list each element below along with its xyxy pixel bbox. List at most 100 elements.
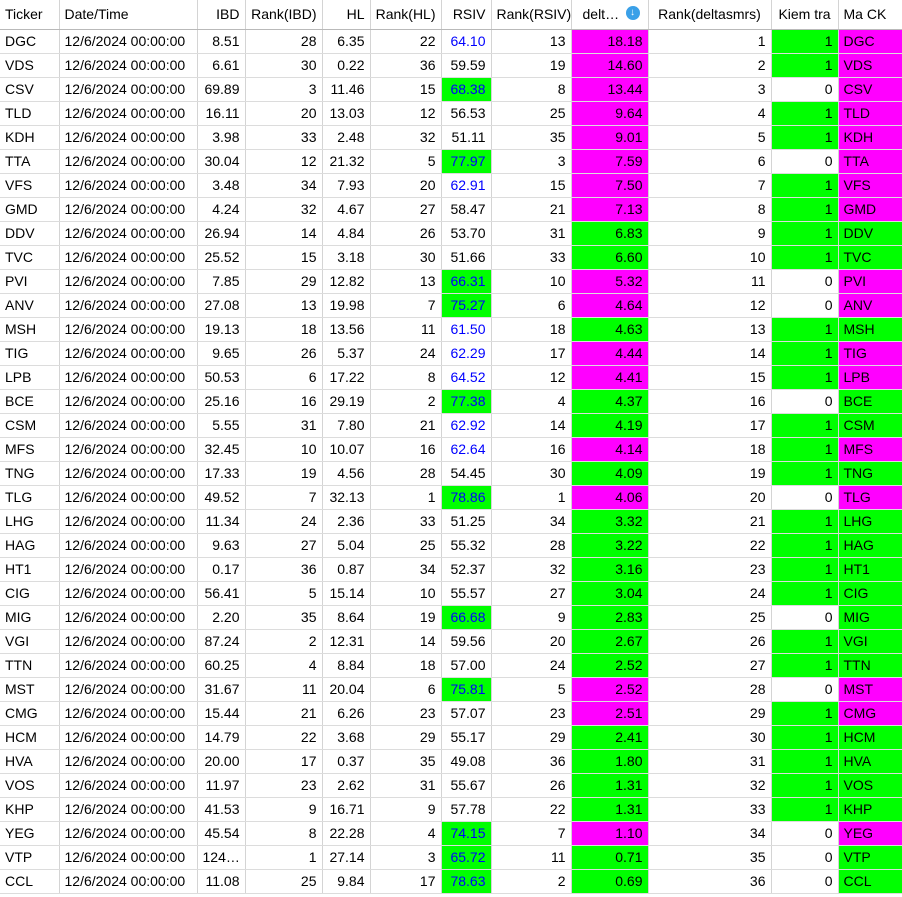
cell-rank-hl[interactable]: 30: [370, 245, 442, 270]
cell-deltasmrs[interactable]: 4.14: [571, 437, 649, 462]
cell-hl[interactable]: 27.14: [322, 845, 371, 870]
cell-ibd[interactable]: 25.16: [197, 389, 246, 414]
cell-hl[interactable]: 11.46: [322, 77, 371, 102]
table-row[interactable]: TTN 12/6/2024 00:00:00 60.25 4 8.84 18 57.00 24…: [0, 653, 902, 678]
cell-deltasmrs[interactable]: 0.69: [571, 869, 649, 894]
cell-rank-rsiv[interactable]: 36: [491, 749, 572, 774]
cell-rank-deltasmrs[interactable]: 4: [648, 101, 772, 126]
cell-ticker[interactable]: HVA: [0, 749, 60, 774]
table-row[interactable]: TTA 12/6/2024 00:00:00 30.04 12 21.32 5 77.97 3…: [0, 149, 902, 174]
cell-hl[interactable]: 3.68: [322, 725, 371, 750]
col-header-rank-hl[interactable]: Rank(HL): [370, 0, 442, 30]
cell-rank-deltasmrs[interactable]: 12: [648, 293, 772, 318]
cell-kiem-tra[interactable]: 1: [771, 557, 839, 582]
cell-rank-deltasmrs[interactable]: 20: [648, 485, 772, 510]
cell-rsiv[interactable]: 57.78: [441, 797, 492, 822]
col-header-rank-ibd[interactable]: Rank(IBD): [245, 0, 323, 30]
cell-rsiv[interactable]: 58.47: [441, 197, 492, 222]
cell-rank-rsiv[interactable]: 13: [491, 29, 572, 54]
cell-ma-ck[interactable]: TLD: [838, 101, 902, 126]
table-row[interactable]: CIG 12/6/2024 00:00:00 56.41 5 15.14 10 55.57 2…: [0, 581, 902, 606]
table-row[interactable]: DDV 12/6/2024 00:00:00 26.94 14 4.84 26 53.70 3…: [0, 221, 902, 246]
cell-ibd[interactable]: 56.41: [197, 581, 246, 606]
cell-deltasmrs[interactable]: 1.31: [571, 773, 649, 798]
cell-ma-ck[interactable]: HT1: [838, 557, 902, 582]
cell-ma-ck[interactable]: YEG: [838, 821, 902, 846]
cell-rank-deltasmrs[interactable]: 15: [648, 365, 772, 390]
cell-ma-ck[interactable]: GMD: [838, 197, 902, 222]
col-header-deltasmrs[interactable]: delt… ↓: [571, 0, 649, 30]
cell-ibd[interactable]: 2.20: [197, 605, 246, 630]
cell-rank-rsiv[interactable]: 2: [491, 869, 572, 894]
cell-kiem-tra[interactable]: 0: [771, 485, 839, 510]
cell-hl[interactable]: 13.56: [322, 317, 371, 342]
cell-ma-ck[interactable]: HCM: [838, 725, 902, 750]
cell-rank-hl[interactable]: 34: [370, 557, 442, 582]
cell-ma-ck[interactable]: MFS: [838, 437, 902, 462]
cell-hl[interactable]: 12.31: [322, 629, 371, 654]
table-row[interactable]: BCE 12/6/2024 00:00:00 25.16 16 29.19 2 77.38 4…: [0, 389, 902, 414]
cell-ibd[interactable]: 17.33: [197, 461, 246, 486]
cell-ibd[interactable]: 3.48: [197, 173, 246, 198]
cell-deltasmrs[interactable]: 6.60: [571, 245, 649, 270]
table-row[interactable]: VFS 12/6/2024 00:00:00 3.48 34 7.93 20 62.91 15…: [0, 173, 902, 198]
cell-rank-hl[interactable]: 31: [370, 773, 442, 798]
cell-ticker[interactable]: TTN: [0, 653, 60, 678]
cell-kiem-tra[interactable]: 1: [771, 629, 839, 654]
col-header-ma-ck[interactable]: Ma CK: [838, 0, 902, 30]
cell-ticker[interactable]: BCE: [0, 389, 60, 414]
cell-rank-deltasmrs[interactable]: 16: [648, 389, 772, 414]
cell-rank-deltasmrs[interactable]: 9: [648, 221, 772, 246]
cell-ticker[interactable]: YEG: [0, 821, 60, 846]
cell-rsiv[interactable]: 74.15: [441, 821, 492, 846]
cell-rank-rsiv[interactable]: 26: [491, 773, 572, 798]
cell-hl[interactable]: 21.32: [322, 149, 371, 174]
cell-kiem-tra[interactable]: 1: [771, 749, 839, 774]
table-row[interactable]: TIG 12/6/2024 00:00:00 9.65 26 5.37 24 62.29 17…: [0, 341, 902, 366]
cell-ticker[interactable]: CCL: [0, 869, 60, 894]
cell-datetime[interactable]: 12/6/2024 00:00:00: [59, 293, 198, 318]
cell-rsiv[interactable]: 65.72: [441, 845, 492, 870]
cell-rsiv[interactable]: 78.63: [441, 869, 492, 894]
cell-ticker[interactable]: HCM: [0, 725, 60, 750]
cell-rsiv[interactable]: 55.17: [441, 725, 492, 750]
table-row[interactable]: VTP 12/6/2024 00:00:00 124… 1 27.14 3 65.72 11 0…: [0, 845, 902, 870]
cell-rank-deltasmrs[interactable]: 10: [648, 245, 772, 270]
cell-ticker[interactable]: ANV: [0, 293, 60, 318]
cell-rank-ibd[interactable]: 7: [245, 485, 323, 510]
cell-hl[interactable]: 16.71: [322, 797, 371, 822]
cell-kiem-tra[interactable]: 1: [771, 53, 839, 78]
cell-kiem-tra[interactable]: 1: [771, 413, 839, 438]
cell-datetime[interactable]: 12/6/2024 00:00:00: [59, 125, 198, 150]
cell-kiem-tra[interactable]: 1: [771, 773, 839, 798]
cell-rank-hl[interactable]: 26: [370, 221, 442, 246]
cell-datetime[interactable]: 12/6/2024 00:00:00: [59, 485, 198, 510]
cell-rank-deltasmrs[interactable]: 36: [648, 869, 772, 894]
table-row[interactable]: KDH 12/6/2024 00:00:00 3.98 33 2.48 32 51.11 35…: [0, 125, 902, 150]
cell-rank-rsiv[interactable]: 33: [491, 245, 572, 270]
cell-rsiv[interactable]: 68.38: [441, 77, 492, 102]
cell-deltasmrs[interactable]: 2.52: [571, 653, 649, 678]
cell-ticker[interactable]: VTP: [0, 845, 60, 870]
col-header-ibd[interactable]: IBD: [197, 0, 246, 30]
cell-rank-hl[interactable]: 20: [370, 173, 442, 198]
cell-kiem-tra[interactable]: 1: [771, 197, 839, 222]
cell-kiem-tra[interactable]: 1: [771, 653, 839, 678]
cell-ibd[interactable]: 11.34: [197, 509, 246, 534]
cell-rank-rsiv[interactable]: 16: [491, 437, 572, 462]
cell-ma-ck[interactable]: TTN: [838, 653, 902, 678]
cell-ibd[interactable]: 15.44: [197, 701, 246, 726]
cell-deltasmrs[interactable]: 0.71: [571, 845, 649, 870]
cell-ticker[interactable]: MFS: [0, 437, 60, 462]
cell-rank-rsiv[interactable]: 28: [491, 533, 572, 558]
cell-datetime[interactable]: 12/6/2024 00:00:00: [59, 341, 198, 366]
cell-deltasmrs[interactable]: 4.06: [571, 485, 649, 510]
table-row[interactable]: MSH 12/6/2024 00:00:00 19.13 18 13.56 11 61.50…: [0, 317, 902, 342]
cell-ibd[interactable]: 5.55: [197, 413, 246, 438]
cell-rank-ibd[interactable]: 18: [245, 317, 323, 342]
cell-hl[interactable]: 5.04: [322, 533, 371, 558]
cell-rank-hl[interactable]: 6: [370, 677, 442, 702]
cell-hl[interactable]: 4.56: [322, 461, 371, 486]
cell-rsiv[interactable]: 57.07: [441, 701, 492, 726]
cell-kiem-tra[interactable]: 1: [771, 437, 839, 462]
